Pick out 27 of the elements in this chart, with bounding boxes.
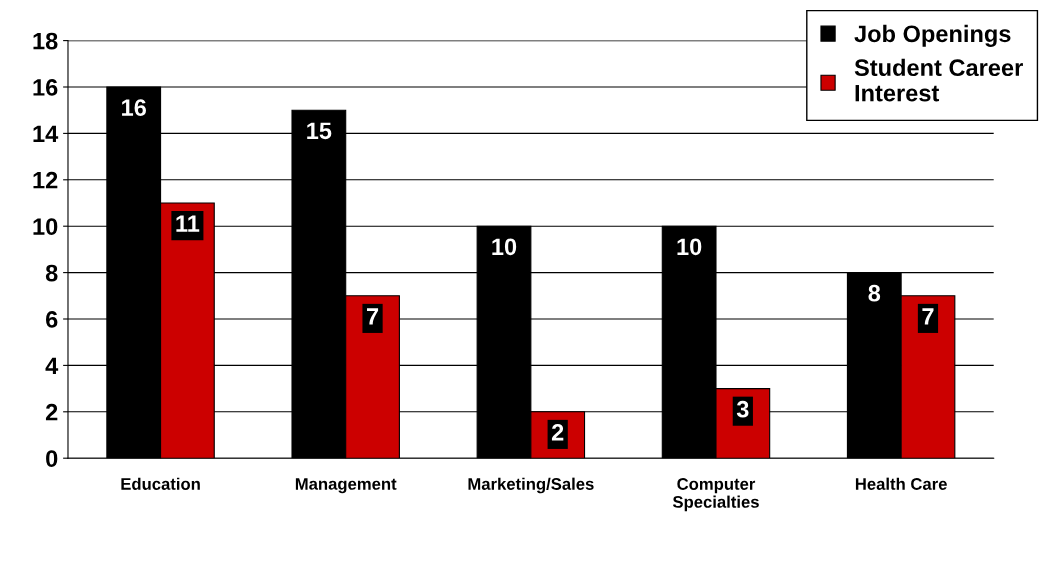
data-label: 10 <box>492 238 517 256</box>
data-label: 7 <box>367 308 379 325</box>
x-tick-label: Education <box>121 477 200 490</box>
data-label: 10 <box>677 238 702 256</box>
legend-label: Job Openings <box>854 24 1011 47</box>
y-tick-label: 6 <box>46 311 58 328</box>
data-label: 2 <box>551 424 564 441</box>
y-tick-label: 12 <box>33 171 58 189</box>
y-tick-label: 2 <box>45 403 58 421</box>
data-label: 16 <box>122 99 146 116</box>
y-tick-label: 14 <box>33 125 59 142</box>
y-tick-label: 0 <box>46 450 58 467</box>
legend-label: Student Career Interest <box>854 58 1023 102</box>
data-label: 8 <box>868 284 881 302</box>
data-label: 11 <box>176 215 200 232</box>
y-tick-label: 18 <box>33 32 58 50</box>
y-tick-label: 16 <box>33 79 58 96</box>
y-tick-label: 10 <box>33 218 58 235</box>
x-tick-label: Health Care <box>855 477 947 490</box>
data-label: 7 <box>922 308 934 325</box>
y-tick-label: 8 <box>45 264 58 282</box>
x-tick-label: Computer Specialties <box>672 478 759 512</box>
y-tick-label: 4 <box>45 357 59 374</box>
data-label: 15 <box>307 122 332 140</box>
x-tick-label: Management <box>295 478 397 494</box>
data-label: 3 <box>736 400 749 418</box>
x-tick-label: Marketing/Sales <box>468 477 594 494</box>
